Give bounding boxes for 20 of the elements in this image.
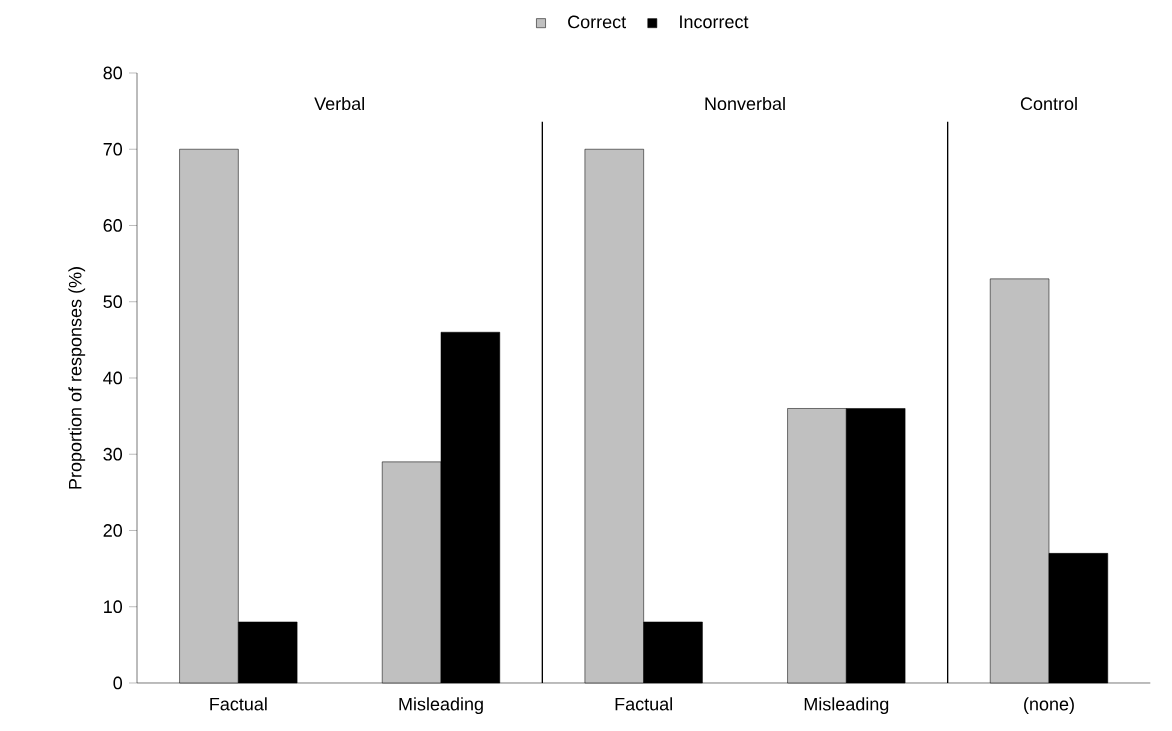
y-tick-label: 50 — [103, 295, 123, 309]
x-tick-label: Factual — [210, 697, 267, 711]
y-tick-label: 30 — [103, 447, 123, 461]
y-tick-label: 40 — [103, 371, 123, 385]
x-tick-label: Factual — [615, 697, 672, 711]
annotation: Control — [1020, 96, 1077, 111]
x-tick-label: (none) — [1024, 697, 1074, 715]
annotation: Verbal — [314, 96, 364, 111]
y-tick-label: 20 — [103, 524, 123, 537]
legend-label: Incorrect — [680, 15, 749, 29]
y-tick-label: 80 — [103, 66, 123, 80]
y-tick-label: 10 — [104, 600, 123, 614]
y-tick-label: 60 — [103, 219, 123, 232]
y-tick-label: 70 — [103, 142, 123, 156]
annotation: Nonverbal — [705, 96, 785, 111]
y-tick-label: 0 — [113, 676, 123, 690]
x-tick-label: Misleading — [804, 697, 889, 715]
y-axis-title: Proportion of responses (%) — [68, 267, 86, 489]
legend-label: Correct — [568, 15, 627, 29]
x-tick-label: Misleading — [399, 697, 483, 715]
